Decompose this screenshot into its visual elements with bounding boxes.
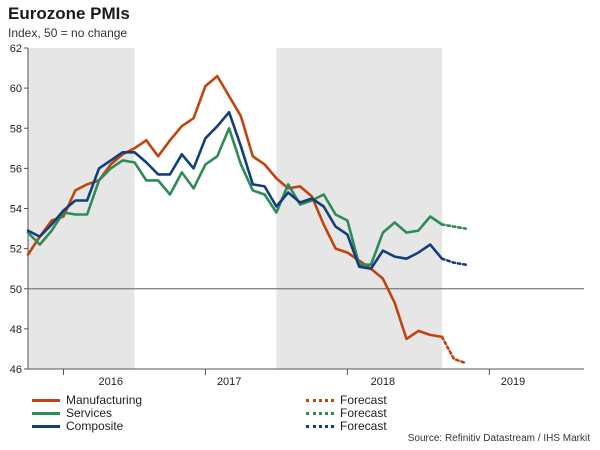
y-tick-label: 62 [10,43,22,55]
legend-manufacturing: Manufacturing [32,393,142,407]
legend-forecast-manufacturing: Forecast [306,393,387,407]
legend-services: Services [32,406,112,420]
series-line-manufacturing [26,74,444,341]
y-tick-label: 54 [10,204,22,216]
legend-swatch-forecast-services [306,411,334,415]
y-tick-label: 46 [10,364,22,376]
legend-label-forecast-services: Forecast [340,406,387,420]
legend-forecast-composite: Forecast [306,419,387,433]
legend-label-composite: Composite [66,419,124,433]
x-year-label: 2017 [217,376,241,388]
x-year-label: 2018 [371,376,395,388]
y-tick-label: 56 [10,163,22,175]
x-year-label: 2019 [501,376,525,388]
legend-swatch-composite [32,424,60,428]
legend-label-forecast-composite: Forecast [340,419,387,433]
legend-forecast-services: Forecast [306,406,387,420]
shaded-period-1 [28,48,135,369]
series-line-services [26,127,444,267]
y-tick-label: 60 [10,83,22,95]
legend-swatch-forecast-manufacturing [306,398,334,402]
legend-swatch-forecast-composite [306,424,334,428]
chart-subtitle: Index, 50 = no change [8,26,128,40]
shaded-period-2 [276,48,443,369]
x-year-label: 2016 [99,376,123,388]
y-tick-label: 50 [10,284,22,296]
legend-swatch-services [32,411,60,415]
y-tick-label: 48 [10,324,22,336]
series-line-composite [26,110,444,271]
legend-label-forecast-manufacturing: Forecast [340,393,387,407]
y-tick-label: 52 [10,244,22,256]
source-note: Source: Refinitiv Datastream / IHS Marki… [407,433,590,444]
legend-label-manufacturing: Manufacturing [66,393,143,407]
legend-composite: Composite [32,419,123,433]
legend-label-services: Services [66,406,113,420]
y-tick-label: 58 [10,123,22,135]
chart-title: Eurozone PMIs [8,4,130,23]
legend-swatch-manufacturing [32,398,60,402]
forecast-line-composite [440,257,468,267]
forecast-line-manufacturing [440,335,468,365]
forecast-line-services [440,223,468,230]
